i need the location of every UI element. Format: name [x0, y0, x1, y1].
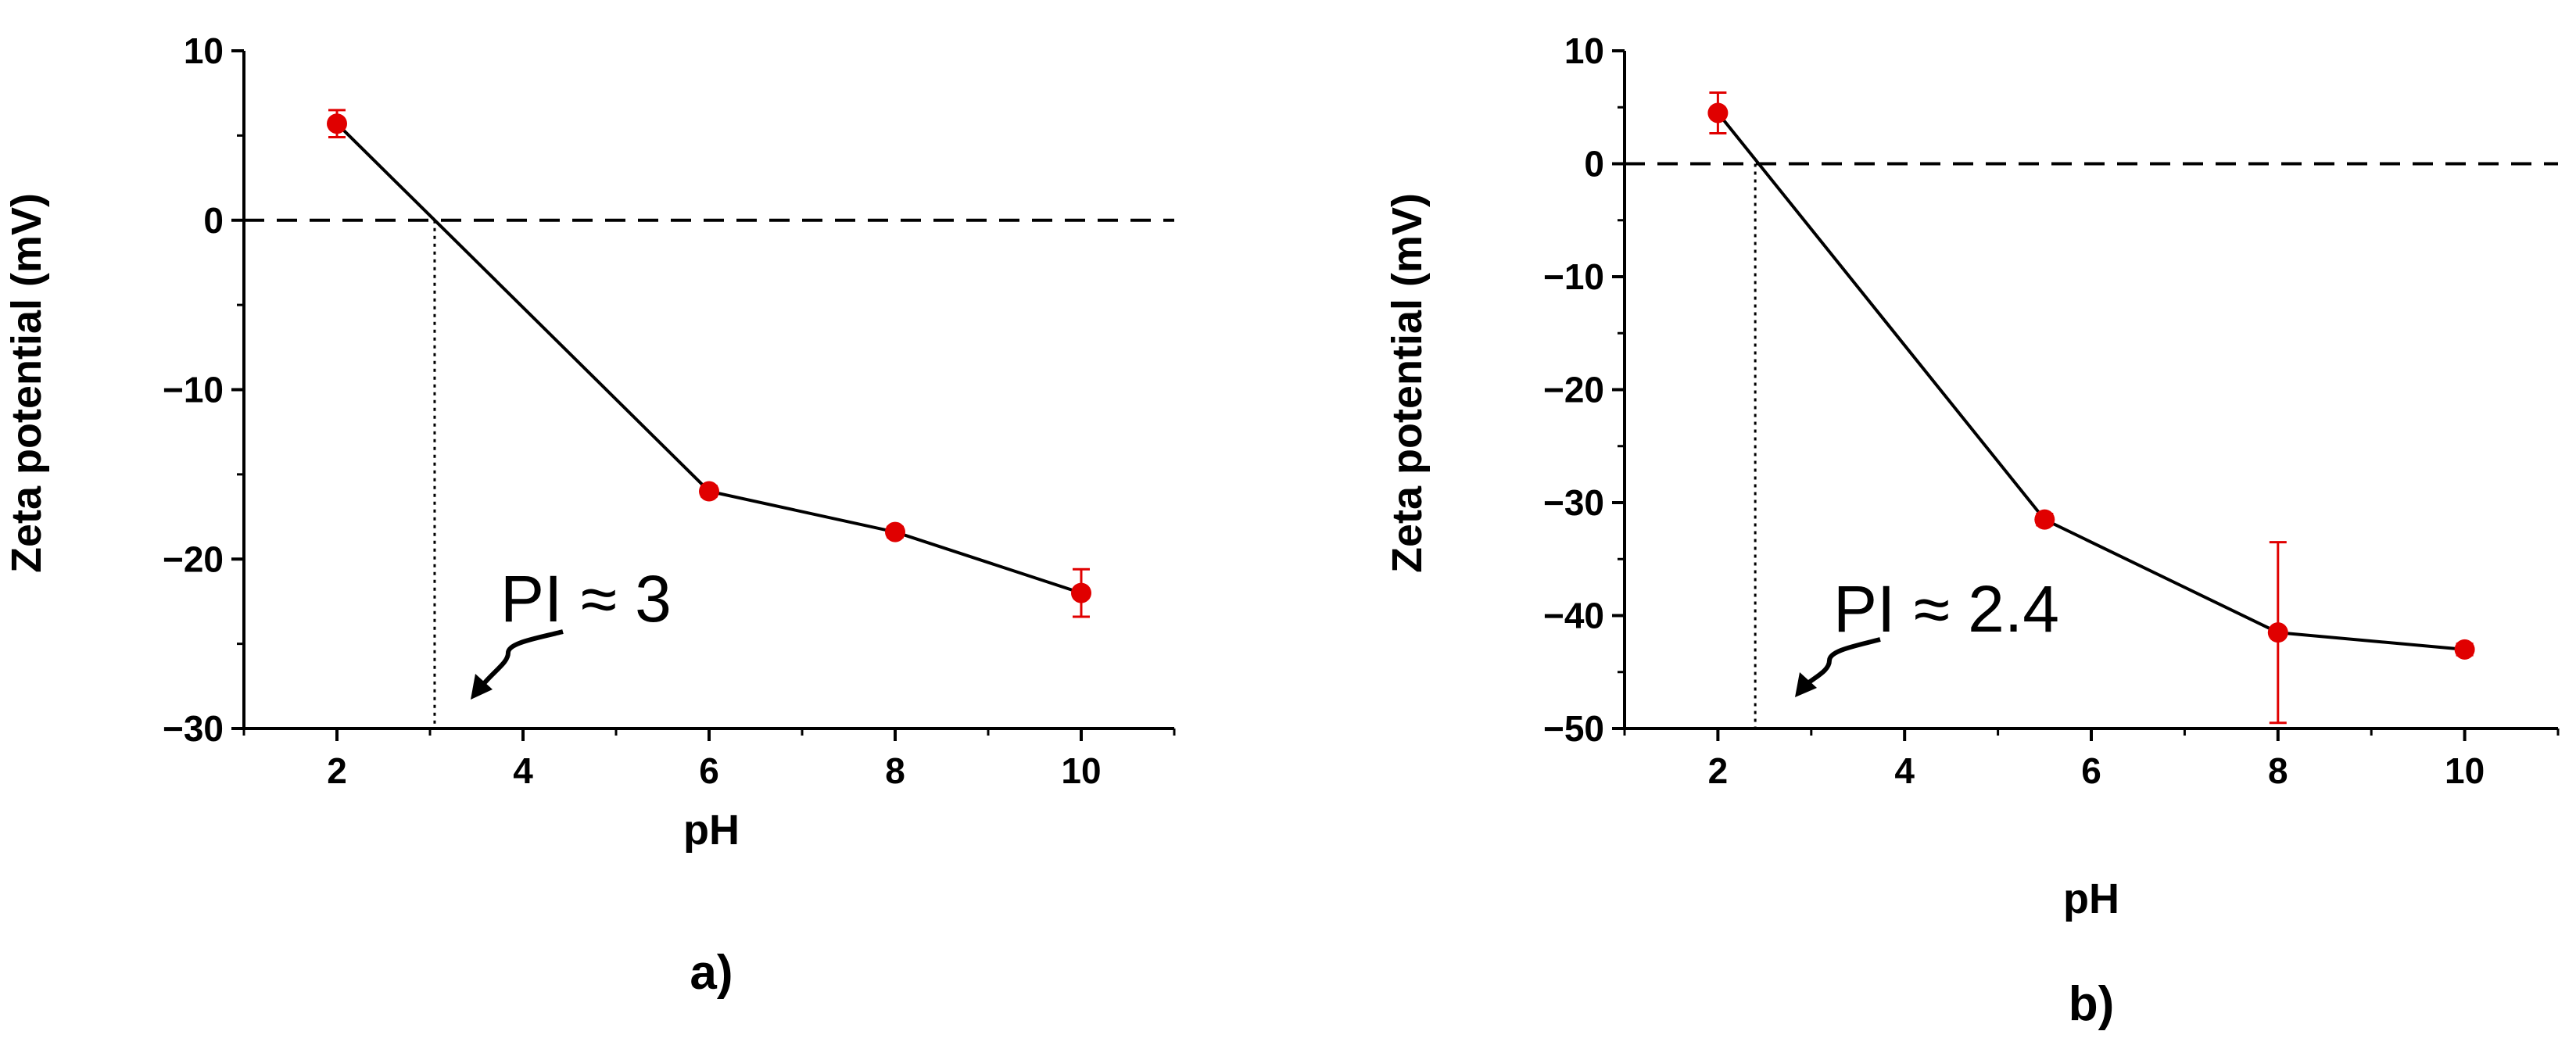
x-tick-label: 10	[1061, 750, 1101, 791]
y-tick-label: 0	[1584, 144, 1604, 184]
y-tick-label: 10	[184, 30, 224, 71]
pi-annotation: PI ≈ 3	[500, 562, 672, 635]
y-tick-label: −50	[1543, 708, 1604, 749]
y-axis-title: Zeta potential (mV)	[3, 193, 50, 573]
x-tick-label: 6	[2081, 750, 2101, 791]
y-tick-label: −20	[163, 539, 224, 579]
pi-arrow-icon	[479, 629, 564, 688]
y-tick-label: −30	[163, 708, 224, 749]
data-point	[1707, 102, 1729, 124]
x-tick-label: 2	[1708, 750, 1729, 791]
x-axis-title: pH	[683, 807, 740, 854]
series-line	[335, 122, 1082, 595]
data-point	[885, 521, 905, 542]
data-point	[2267, 622, 2288, 643]
y-tick-label: −30	[1543, 482, 1604, 523]
pi-annotation: PI ≈ 2.4	[1833, 572, 2059, 646]
y-tick-label: 0	[203, 200, 224, 241]
x-tick-label: 4	[1894, 750, 1915, 791]
y-tick-label: −40	[1543, 596, 1604, 636]
x-tick-label: 4	[513, 750, 533, 791]
y-tick-label: −10	[1543, 256, 1604, 297]
pi-arrow-head-icon	[1795, 672, 1817, 697]
panel-label: b)	[2069, 977, 2115, 1031]
y-axis-title: Zeta potential (mV)	[1384, 193, 1431, 573]
x-tick-label: 2	[327, 750, 347, 791]
x-tick-label: 8	[2268, 750, 2288, 791]
x-tick-label: 8	[885, 750, 905, 791]
data-point	[1071, 582, 1091, 603]
data-point	[699, 481, 719, 502]
y-tick-label: 10	[1564, 30, 1604, 71]
data-point	[327, 113, 347, 134]
pi-arrow-icon	[1804, 637, 1881, 687]
series-line	[1716, 112, 2465, 651]
x-axis-title: pH	[2063, 875, 2119, 922]
pi-arrow-head-icon	[471, 674, 493, 700]
x-tick-label: 6	[699, 750, 719, 791]
panel-a: Zeta potential (mV) pH a) PI ≈ 3 10 0 −10 −…	[3, 30, 1176, 1000]
data-point	[2454, 639, 2475, 660]
y-tick-label: −10	[163, 370, 224, 410]
panel-b: Zeta potential (mV) pH b) PI ≈ 2.4 10 0 −1…	[1384, 30, 2560, 1031]
data-point	[2034, 509, 2055, 530]
panel-label: a)	[690, 946, 733, 1000]
y-tick-label: −20	[1543, 370, 1604, 410]
x-tick-label: 10	[2445, 750, 2485, 791]
